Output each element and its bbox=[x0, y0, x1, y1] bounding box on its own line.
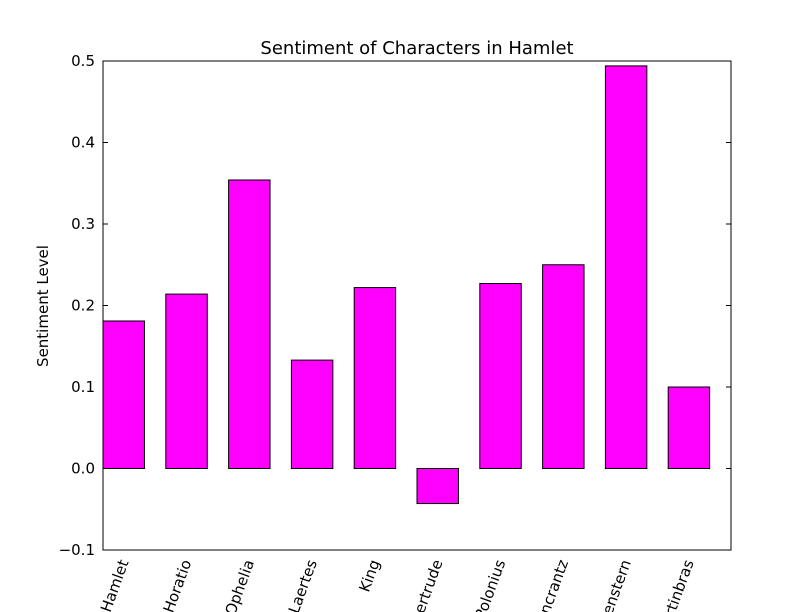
x-tick-label: Fortinbras bbox=[655, 557, 698, 612]
bar bbox=[416, 468, 459, 505]
x-tick-label: Ophelia bbox=[221, 557, 258, 612]
y-axis-label: Sentiment Level bbox=[34, 245, 52, 367]
plot: −0.1 0.0 0.1 0.2 0.3 0.4 0.5 Hamlet Horatio Ophel… bbox=[59, 52, 732, 612]
y-tick-label: 0.2 bbox=[71, 297, 95, 315]
x-tick-label: Guildenstern bbox=[585, 557, 635, 612]
bar bbox=[542, 264, 585, 469]
bar bbox=[165, 293, 208, 469]
x-tick-label: Gertrude bbox=[407, 557, 447, 612]
x-tick-label: Rosencrantz bbox=[524, 557, 573, 612]
x-tick-label: Laertes bbox=[285, 557, 321, 612]
y-tick-label: 0.4 bbox=[71, 134, 95, 152]
x-tick-label: Horatio bbox=[160, 557, 196, 612]
bar bbox=[102, 320, 145, 469]
plot-frame bbox=[102, 60, 732, 551]
bar bbox=[479, 282, 522, 469]
x-tick-label: King bbox=[355, 557, 383, 594]
chart-title: Sentiment of Characters in Hamlet bbox=[260, 38, 573, 59]
bar bbox=[228, 179, 271, 470]
bar bbox=[667, 386, 711, 469]
bar bbox=[290, 359, 334, 470]
bar bbox=[604, 65, 648, 469]
y-tick-label: 0.1 bbox=[71, 378, 95, 396]
y-tick-label: −0.1 bbox=[59, 541, 95, 559]
y-tick-label: 0.5 bbox=[71, 52, 95, 70]
y-tick-label: 0.3 bbox=[71, 215, 95, 233]
x-tick-label: Hamlet bbox=[97, 557, 133, 612]
x-tick-label: Polonius bbox=[471, 557, 509, 612]
bar bbox=[353, 287, 397, 469]
y-tick-label: 0.0 bbox=[71, 460, 95, 478]
